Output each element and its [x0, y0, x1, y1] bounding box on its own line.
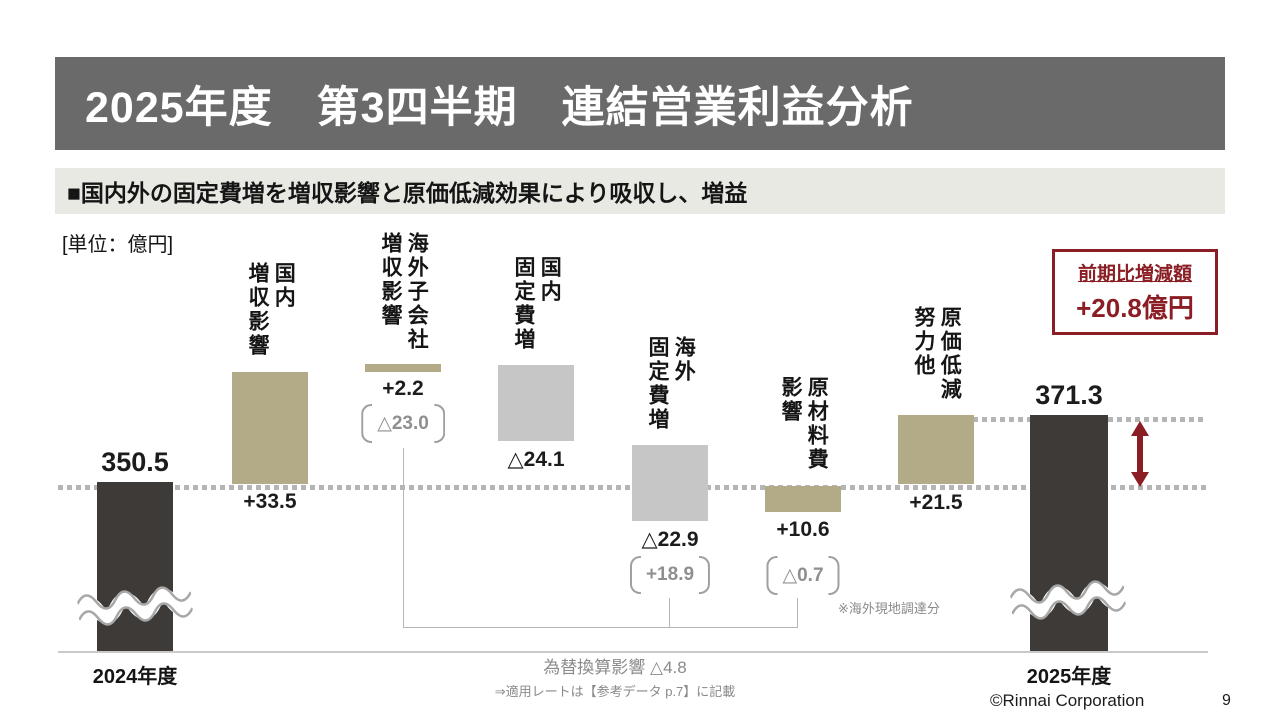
bracket-left — [361, 404, 373, 443]
value-2024-total: 350.5 — [101, 447, 169, 477]
value-domestic-fixed-cost: △24.1 — [507, 448, 565, 471]
subvalue-overseas-fixed-cost: +18.9 — [629, 556, 711, 594]
value-2025-total: 371.3 — [1035, 380, 1103, 410]
slide-title: 2025年度 第3四半期 連結営業利益分析 — [85, 83, 914, 132]
unit-label: [単位：億円] — [62, 234, 174, 256]
bracket-left — [629, 556, 641, 594]
connector-line — [403, 448, 404, 627]
bar-cost-reduction — [898, 415, 974, 484]
bracket-left — [766, 556, 778, 595]
value-raw-material-cost: +10.6 — [776, 518, 830, 541]
bar-overseas-fixed-cost — [632, 445, 708, 521]
label-domestic-revenue: 国内 増収影響 — [246, 262, 296, 358]
bar-overseas-subsidiary-revenue — [365, 364, 441, 372]
page-number: 9 — [1222, 692, 1231, 709]
subvalue-overseas-subsidiary: △23.0 — [361, 404, 445, 443]
subtitle-text: ■国内外の固定費増を増収影響と原価低減効果により吸収し、増益 — [67, 180, 748, 206]
copyright-text: ©Rinnai Corporation — [990, 691, 1145, 710]
note-fx-translation: 為替換算影響 △4.8 — [543, 658, 687, 677]
subtitle-banner: ■国内外の固定費増を増収影響と原価低減効果により吸収し、増益 — [55, 168, 1225, 214]
axis-label-2024: 2024年度 — [92, 666, 178, 688]
label-raw-material-cost: 原材料費 影響 — [779, 376, 829, 472]
x-axis-line — [58, 651, 1208, 653]
label-overseas-subsidiary-revenue: 海外子会社 増収影響 — [379, 232, 429, 352]
summary-box: 前期比増減額 +20.8億円 — [1052, 249, 1218, 335]
bar-domestic-fixed-cost — [498, 365, 574, 441]
change-arrow-icon — [1131, 421, 1149, 487]
value-cost-reduction: +21.5 — [909, 491, 963, 514]
axis-break-icon — [76, 586, 194, 626]
connector-line — [669, 598, 670, 627]
bracket-right — [699, 556, 711, 594]
bracket-right — [433, 404, 445, 443]
summary-title: 前期比増減額 — [1077, 264, 1192, 285]
axis-break-icon — [1009, 580, 1127, 620]
value-overseas-fixed-cost: △22.9 — [641, 528, 699, 551]
slide-title-bar: 2025年度 第3四半期 連結営業利益分析 — [55, 57, 1225, 150]
connector-line — [797, 598, 798, 627]
connector-line — [403, 627, 798, 628]
axis-label-2025: 2025年度 — [1026, 666, 1112, 688]
note-fx-rate-reference: ⇒適用レートは【参考データ p.7】に記載 — [494, 684, 736, 699]
value-overseas-subsidiary-revenue: +2.2 — [382, 377, 424, 400]
bracket-right — [828, 556, 840, 595]
subvalue-raw-material-cost: △0.7 — [766, 556, 840, 595]
note-local-procurement: ※海外現地調達分 — [838, 601, 940, 616]
summary-value: +20.8億円 — [1076, 293, 1194, 323]
label-cost-reduction: 原価低減 努力他 — [912, 306, 962, 402]
label-overseas-fixed-cost: 海外 固定費増 — [646, 336, 696, 432]
bar-raw-material-cost — [765, 486, 841, 512]
label-domestic-fixed-cost: 国内 固定費増 — [512, 256, 562, 352]
value-domestic-revenue: +33.5 — [243, 490, 297, 513]
bar-domestic-revenue — [232, 372, 308, 484]
